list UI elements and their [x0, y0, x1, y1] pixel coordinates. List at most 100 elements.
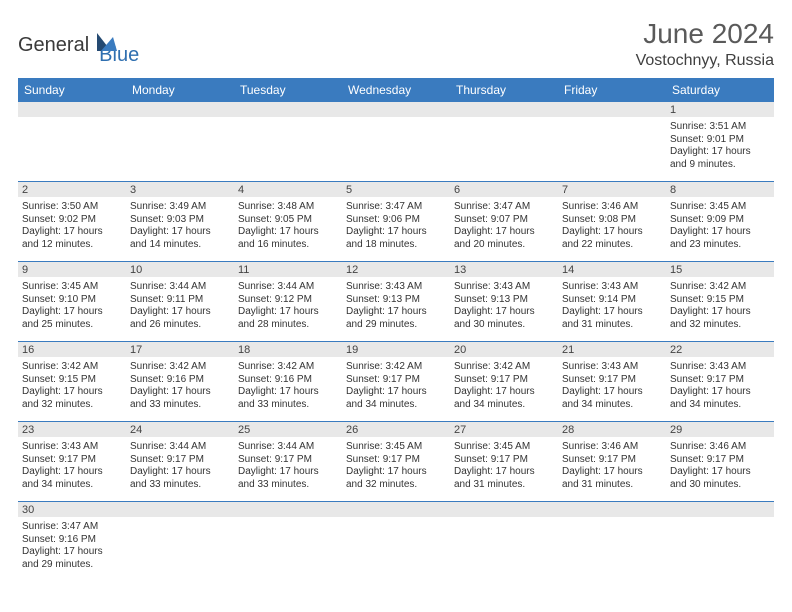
daynum-row: 30: [18, 502, 774, 517]
day-cell: Sunrise: 3:43 AMSunset: 9:17 PMDaylight:…: [18, 437, 126, 501]
day-number: 30: [18, 502, 126, 517]
day-number: 4: [234, 182, 342, 197]
day-cell-body: Sunrise: 3:44 AMSunset: 9:11 PMDaylight:…: [130, 279, 230, 331]
sunset-text: Sunset: 9:02 PM: [22, 214, 122, 227]
day-cell: Sunrise: 3:44 AMSunset: 9:17 PMDaylight:…: [234, 437, 342, 501]
day-cell-body: Sunrise: 3:46 AMSunset: 9:17 PMDaylight:…: [670, 439, 770, 491]
day-number: 1: [666, 102, 774, 117]
daylight-text: Daylight: 17 hours and 34 minutes.: [454, 386, 554, 411]
weekday-header: Monday: [126, 78, 234, 102]
day-cell: Sunrise: 3:43 AMSunset: 9:14 PMDaylight:…: [558, 277, 666, 341]
day-cell-body: Sunrise: 3:45 AMSunset: 9:17 PMDaylight:…: [346, 439, 446, 491]
day-number: 24: [126, 422, 234, 437]
sunrise-text: Sunrise: 3:49 AM: [130, 201, 230, 214]
weekday-header: Sunday: [18, 78, 126, 102]
daylight-text: Daylight: 17 hours and 22 minutes.: [562, 226, 662, 251]
day-cell: Sunrise: 3:42 AMSunset: 9:15 PMDaylight:…: [18, 357, 126, 421]
month-title: June 2024: [636, 18, 774, 50]
day-cell: [450, 517, 558, 581]
day-cell-body: Sunrise: 3:44 AMSunset: 9:17 PMDaylight:…: [238, 439, 338, 491]
day-cell: Sunrise: 3:47 AMSunset: 9:07 PMDaylight:…: [450, 197, 558, 261]
day-cell: Sunrise: 3:44 AMSunset: 9:12 PMDaylight:…: [234, 277, 342, 341]
day-cell: Sunrise: 3:47 AMSunset: 9:06 PMDaylight:…: [342, 197, 450, 261]
sunset-text: Sunset: 9:09 PM: [670, 214, 770, 227]
daylight-text: Daylight: 17 hours and 20 minutes.: [454, 226, 554, 251]
day-cell: [450, 117, 558, 181]
daylight-text: Daylight: 17 hours and 32 minutes.: [346, 466, 446, 491]
day-number: 5: [342, 182, 450, 197]
day-cell: [126, 517, 234, 581]
sunset-text: Sunset: 9:10 PM: [22, 294, 122, 307]
sunset-text: Sunset: 9:03 PM: [130, 214, 230, 227]
day-cell-body: Sunrise: 3:50 AMSunset: 9:02 PMDaylight:…: [22, 199, 122, 251]
day-cell-body: Sunrise: 3:43 AMSunset: 9:17 PMDaylight:…: [562, 359, 662, 411]
daylight-text: Daylight: 17 hours and 28 minutes.: [238, 306, 338, 331]
day-cell-body: Sunrise: 3:46 AMSunset: 9:17 PMDaylight:…: [562, 439, 662, 491]
day-number: 16: [18, 342, 126, 357]
day-cell: [342, 517, 450, 581]
sunrise-text: Sunrise: 3:45 AM: [22, 281, 122, 294]
day-cell-body: Sunrise: 3:48 AMSunset: 9:05 PMDaylight:…: [238, 199, 338, 251]
daylight-text: Daylight: 17 hours and 34 minutes.: [562, 386, 662, 411]
daylight-text: Daylight: 17 hours and 33 minutes.: [238, 386, 338, 411]
day-number: [126, 502, 234, 517]
day-number: 26: [342, 422, 450, 437]
sail-icon: [95, 31, 119, 58]
day-cell-body: Sunrise: 3:47 AMSunset: 9:06 PMDaylight:…: [346, 199, 446, 251]
day-number: 13: [450, 262, 558, 277]
day-number: 21: [558, 342, 666, 357]
day-number: [666, 502, 774, 517]
day-number: 27: [450, 422, 558, 437]
day-cell: Sunrise: 3:46 AMSunset: 9:17 PMDaylight:…: [666, 437, 774, 501]
day-cell: Sunrise: 3:42 AMSunset: 9:17 PMDaylight:…: [342, 357, 450, 421]
day-number: 11: [234, 262, 342, 277]
day-cell-body: Sunrise: 3:43 AMSunset: 9:13 PMDaylight:…: [346, 279, 446, 331]
day-cell: Sunrise: 3:42 AMSunset: 9:16 PMDaylight:…: [234, 357, 342, 421]
daynum-row: 23242526272829: [18, 422, 774, 437]
day-cell: Sunrise: 3:44 AMSunset: 9:11 PMDaylight:…: [126, 277, 234, 341]
day-number: 9: [18, 262, 126, 277]
day-cell: Sunrise: 3:42 AMSunset: 9:17 PMDaylight:…: [450, 357, 558, 421]
sunset-text: Sunset: 9:17 PM: [562, 374, 662, 387]
day-cell: Sunrise: 3:51 AMSunset: 9:01 PMDaylight:…: [666, 117, 774, 181]
week-row: Sunrise: 3:50 AMSunset: 9:02 PMDaylight:…: [18, 197, 774, 262]
day-cell: Sunrise: 3:49 AMSunset: 9:03 PMDaylight:…: [126, 197, 234, 261]
brand-name-part1: General: [18, 34, 89, 57]
daynum-row: 16171819202122: [18, 342, 774, 357]
brand-logo: General Blue: [18, 18, 139, 67]
day-cell: [18, 117, 126, 181]
page-header: General Blue June 2024 Vostochnyy, Russi…: [18, 18, 774, 70]
day-cell-body: Sunrise: 3:43 AMSunset: 9:14 PMDaylight:…: [562, 279, 662, 331]
day-number: [450, 102, 558, 117]
day-cell-body: Sunrise: 3:42 AMSunset: 9:17 PMDaylight:…: [454, 359, 554, 411]
sunrise-text: Sunrise: 3:48 AM: [238, 201, 338, 214]
day-cell-body: Sunrise: 3:45 AMSunset: 9:17 PMDaylight:…: [454, 439, 554, 491]
weekday-header-row: Sunday Monday Tuesday Wednesday Thursday…: [18, 78, 774, 102]
day-cell: [666, 517, 774, 581]
day-number: 3: [126, 182, 234, 197]
daylight-text: Daylight: 17 hours and 31 minutes.: [562, 466, 662, 491]
sunset-text: Sunset: 9:17 PM: [454, 374, 554, 387]
day-number: [126, 102, 234, 117]
day-cell-body: Sunrise: 3:42 AMSunset: 9:15 PMDaylight:…: [22, 359, 122, 411]
daylight-text: Daylight: 17 hours and 33 minutes.: [130, 466, 230, 491]
week-row: Sunrise: 3:42 AMSunset: 9:15 PMDaylight:…: [18, 357, 774, 422]
title-block: June 2024 Vostochnyy, Russia: [636, 18, 774, 70]
week-row: Sunrise: 3:47 AMSunset: 9:16 PMDaylight:…: [18, 517, 774, 581]
daylight-text: Daylight: 17 hours and 30 minutes.: [454, 306, 554, 331]
sunrise-text: Sunrise: 3:44 AM: [130, 441, 230, 454]
sunset-text: Sunset: 9:17 PM: [346, 374, 446, 387]
day-number: 6: [450, 182, 558, 197]
daylight-text: Daylight: 17 hours and 34 minutes.: [346, 386, 446, 411]
day-cell-body: Sunrise: 3:42 AMSunset: 9:16 PMDaylight:…: [130, 359, 230, 411]
day-cell-body: Sunrise: 3:44 AMSunset: 9:17 PMDaylight:…: [130, 439, 230, 491]
day-cell-body: Sunrise: 3:45 AMSunset: 9:10 PMDaylight:…: [22, 279, 122, 331]
day-number: 14: [558, 262, 666, 277]
daylight-text: Daylight: 17 hours and 14 minutes.: [130, 226, 230, 251]
sunrise-text: Sunrise: 3:42 AM: [670, 281, 770, 294]
daylight-text: Daylight: 17 hours and 29 minutes.: [346, 306, 446, 331]
day-number: 22: [666, 342, 774, 357]
sunset-text: Sunset: 9:15 PM: [670, 294, 770, 307]
daylight-text: Daylight: 17 hours and 9 minutes.: [670, 146, 770, 171]
daylight-text: Daylight: 17 hours and 16 minutes.: [238, 226, 338, 251]
